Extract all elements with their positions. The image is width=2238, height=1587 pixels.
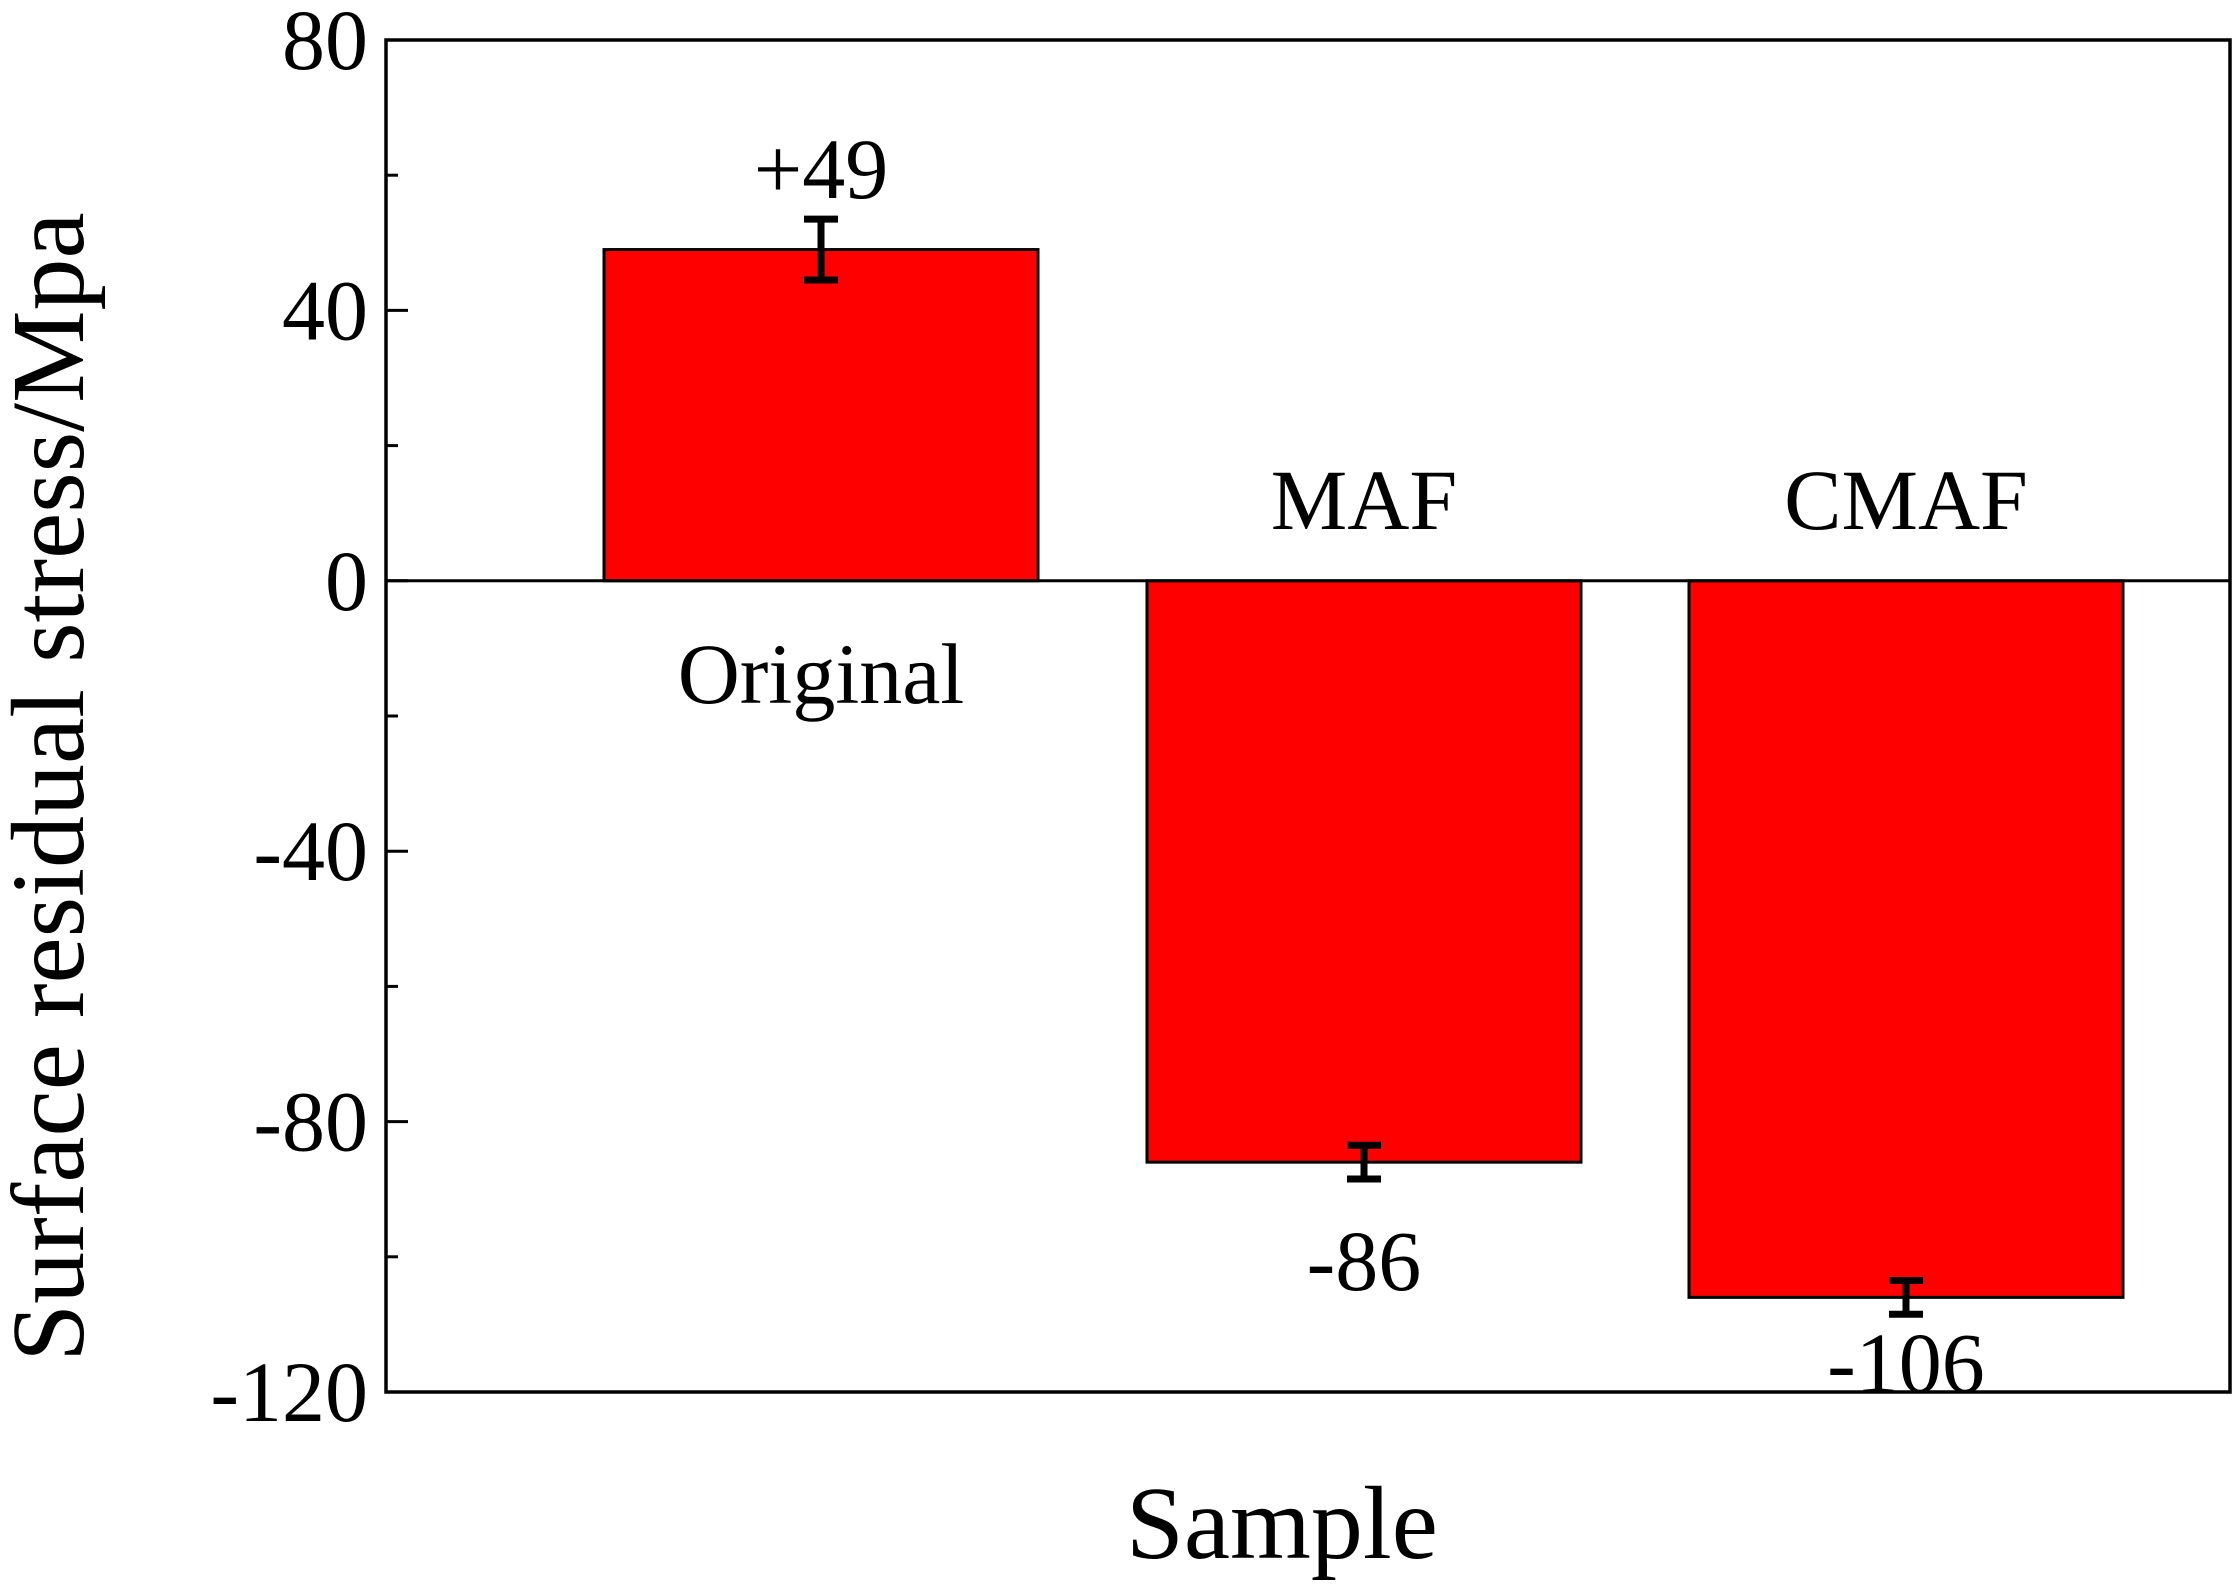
data-label-maf: -86 bbox=[1307, 1213, 1422, 1309]
error-bars-group bbox=[804, 215, 1923, 1318]
y-tick-label: -80 bbox=[253, 1074, 368, 1170]
data-label-cmaf: -106 bbox=[1827, 1315, 1985, 1411]
y-tick-label: -40 bbox=[253, 803, 368, 899]
y-tick-label: 40 bbox=[282, 262, 368, 358]
y-tick-label: 0 bbox=[325, 533, 368, 629]
bar-original bbox=[602, 248, 1040, 583]
category-label-cmaf: CMAF bbox=[1784, 452, 2028, 548]
y-ticks-group bbox=[386, 38, 408, 1394]
y-axis-title: Surface residual stress/Mpa bbox=[0, 212, 106, 1361]
labels-group: 80 40 0 -40 -80 -120 +49 Original -86 MAF -106 CMAF bbox=[210, 0, 2028, 1440]
y-tick-label: -120 bbox=[210, 1344, 368, 1440]
x-axis-title: Sample bbox=[1126, 1466, 1438, 1581]
bar-cmaf bbox=[1687, 579, 2125, 1299]
data-label-original: +49 bbox=[754, 121, 889, 217]
category-label-maf: MAF bbox=[1271, 452, 1457, 548]
category-label-original: Original bbox=[678, 626, 965, 722]
bar-maf bbox=[1145, 579, 1583, 1164]
bars-group bbox=[602, 248, 2125, 1299]
y-tick-label: 80 bbox=[282, 0, 368, 88]
